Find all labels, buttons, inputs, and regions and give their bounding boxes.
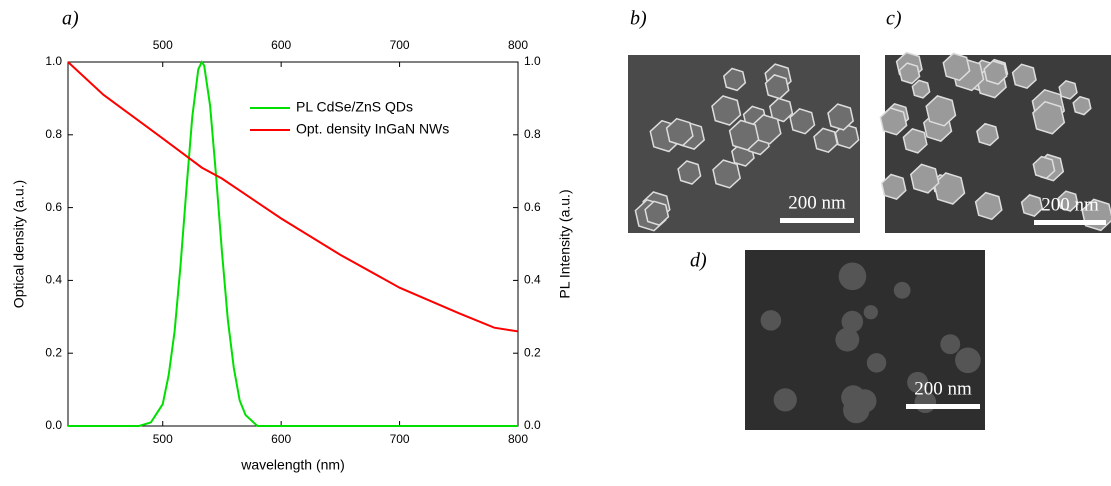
x2-tick-label: 500 [153, 38, 173, 52]
x-tick-label: 700 [390, 432, 410, 446]
legend-label: Opt. density InGaN NWs [296, 121, 449, 137]
nanowire [1020, 194, 1044, 217]
nanowire [898, 62, 921, 85]
nanowire [789, 107, 816, 135]
y2-tick-label: 0.2 [524, 345, 541, 359]
nanowire [911, 79, 931, 99]
x2-tick-label: 600 [271, 38, 291, 52]
scale-label: 200 nm [1041, 194, 1099, 215]
nanowire [841, 385, 866, 410]
x-tick-label: 500 [153, 432, 173, 446]
y2-tick-label: 1.0 [524, 54, 541, 68]
nanowire [1032, 155, 1056, 180]
nanowire [940, 334, 961, 355]
nanowire [863, 305, 878, 320]
plot-frame [67, 61, 519, 427]
nanowire [665, 117, 694, 147]
nanowire [827, 103, 855, 131]
nanowire [1032, 100, 1066, 135]
scale-bar [780, 218, 854, 223]
x-tick-label: 800 [508, 432, 528, 446]
y-tick-label: 0.0 [45, 418, 62, 432]
series-line [67, 61, 519, 333]
nanowire [760, 310, 782, 331]
nanowire [907, 371, 929, 393]
y2-tick-label: 0.0 [524, 418, 541, 432]
nanowire [764, 74, 790, 100]
nanowire [835, 327, 860, 352]
nanowire [644, 200, 670, 226]
nanowire [1072, 95, 1092, 116]
x2-tick-label: 700 [390, 38, 410, 52]
nanowire [976, 122, 1000, 147]
nanowire [925, 95, 957, 127]
scale-label: 200 nm [914, 378, 972, 399]
nanowire [983, 60, 1008, 85]
nanowire [893, 281, 911, 299]
nanowire [841, 310, 864, 333]
y2-tick-label: 0.8 [524, 127, 541, 141]
x-tick-label: 600 [271, 432, 291, 446]
nanowire [879, 107, 908, 136]
nanowire [902, 128, 928, 154]
nanowire [768, 97, 794, 123]
y-tick-label: 0.6 [45, 200, 62, 214]
nanowire [866, 353, 887, 373]
nanowire [711, 95, 742, 126]
nanowire [773, 388, 797, 412]
sem-images [628, 51, 1111, 430]
nanowire [1058, 79, 1078, 100]
nanowire [677, 160, 702, 185]
nanowire [880, 173, 907, 200]
y2-axis-label: PL Intensity (a.u.) [557, 189, 573, 298]
nanowire [1057, 190, 1079, 212]
y-tick-label: 0.2 [45, 345, 62, 359]
panel-label: b) [630, 8, 647, 30]
nanowire [712, 159, 742, 189]
nanowire [728, 119, 760, 151]
y2-tick-label: 0.6 [524, 200, 541, 214]
y-tick-label: 1.0 [45, 54, 62, 68]
nanowire [838, 262, 867, 291]
panel-label: d) [690, 250, 707, 272]
panel-label: a) [62, 8, 79, 30]
nanowire [942, 52, 971, 82]
scale-bar [1034, 220, 1106, 225]
legend-label: PL CdSe/ZnS QDs [296, 99, 413, 115]
panel-label: c) [886, 8, 902, 30]
y-tick-label: 0.8 [45, 127, 62, 141]
nanowire [974, 191, 1003, 221]
nanowire [813, 127, 839, 154]
nanowire [959, 355, 977, 372]
series-line [68, 59, 518, 427]
nanowire [1011, 63, 1037, 90]
x2-tick-label: 800 [508, 38, 528, 52]
y-tick-label: 0.4 [45, 273, 62, 287]
scale-bar [906, 404, 980, 409]
nanowire [909, 163, 940, 194]
scale-label: 200 nm [788, 192, 846, 213]
y-axis-label: Optical density (a.u.) [11, 180, 27, 308]
y2-tick-label: 0.4 [524, 273, 541, 287]
nanowire [722, 67, 747, 92]
x-axis-label: wavelength (nm) [240, 457, 345, 473]
